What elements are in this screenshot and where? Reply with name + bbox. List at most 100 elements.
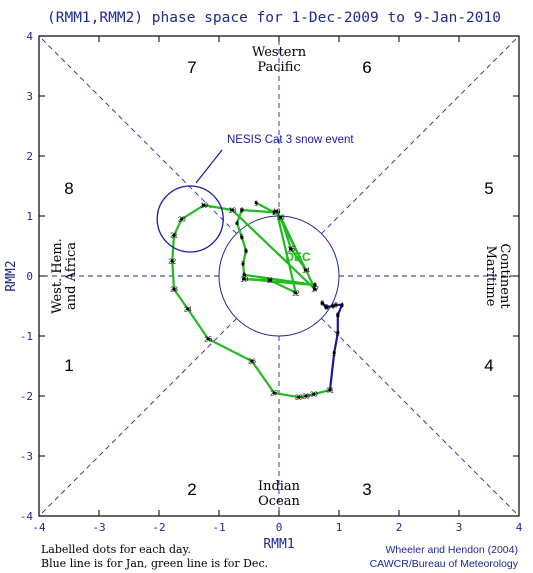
y-tick-label: 2 [26,150,33,163]
region-label-bottom-1: Indian [258,479,301,494]
day-point [325,305,329,309]
day-label: 11 [266,278,273,285]
day-label: 1 [254,200,258,207]
day-point [268,278,272,282]
day-label: 3 [336,313,340,320]
day-label: 6 [244,248,248,255]
day-label: 29 [302,394,310,401]
day-point [336,313,340,317]
day-point [230,208,234,212]
day-point [250,359,254,363]
y-tick-label: -3 [20,450,33,463]
x-axis-label: RMM1 [263,537,294,552]
phase-number-5: 5 [484,179,493,198]
day-label: 23 [170,287,178,294]
region-label-left-2: and Africa [64,242,79,310]
day-label: 19 [200,203,208,210]
day-point [240,235,244,239]
day-label: 8 [242,272,246,279]
phase-number-7: 7 [187,58,196,77]
day-label: 6 [331,304,335,311]
day-label: 25 [204,337,212,344]
day-point [320,301,324,305]
day-point [297,395,301,399]
day-label: 3 [240,208,244,215]
day-label: 18 [228,208,236,215]
region-label-top-2: Pacific [257,60,300,75]
phase-number-4: 4 [484,356,493,375]
day-label: 24 [184,307,192,314]
day-label: 2 [336,331,340,338]
day-label: 16 [277,215,285,222]
day-point [242,277,246,281]
chart-title: (RMM1,RMM2) phase space for 1-Dec-2009 t… [47,10,501,26]
region-label-bottom-2: Ocean [258,494,300,509]
day-label: 8 [320,301,324,308]
day-label: 5 [334,302,338,309]
y-axis-label: RMM2 [4,260,19,291]
dec-series-label: DEC [285,250,311,264]
day-point [332,351,336,355]
day-label: 7 [241,262,245,269]
footer-right-line-2: CAWCR/Bureau of Meteorology [370,558,519,570]
day-point [242,273,246,277]
day-point [272,391,276,395]
day-label: 9 [325,305,329,312]
day-label: 1 [332,350,336,357]
diagonal-line-lower-left [38,318,237,517]
day-label: 9 [313,283,317,290]
day-label: 21 [170,233,178,240]
day-point [240,208,244,212]
day-point [328,388,332,392]
day-point [279,215,283,219]
day-point [312,392,316,396]
x-tick-label: 1 [336,521,343,534]
day-point [235,221,239,225]
day-point [340,303,344,307]
day-point [254,201,258,205]
x-tick-label: -3 [92,521,105,534]
day-point [336,331,340,335]
day-label: 27 [270,391,278,398]
day-point [244,249,248,253]
phase-number-2: 2 [187,480,196,499]
annotation-leader [195,149,223,184]
day-label: 4 [235,221,239,228]
phase-number-3: 3 [362,480,371,499]
day-point [206,337,210,341]
footer-left-line-2: Blue line is for Jan, green line is for … [41,557,268,570]
day-label: 31 [326,388,334,395]
day-point [331,304,335,308]
day-point [275,209,279,213]
day-label: 10 [240,277,248,284]
y-tick-label: -4 [20,510,34,523]
day-label: 20 [178,217,186,224]
y-tick-label: 4 [26,30,33,43]
x-tick-label: 0 [276,521,283,534]
day-label: 30 [310,392,318,399]
region-label-left-1: West. Hem. [50,238,65,314]
y-tick-label: -2 [20,390,33,403]
region-label-right-2: Continent [497,243,512,309]
unit-circle [218,215,340,337]
x-tick-label: -4 [32,521,46,534]
x-tick-label: -2 [152,521,165,534]
day-point [313,287,317,291]
reference-lines [38,35,520,517]
region-label-top-1: Western [252,45,307,60]
day-point [186,307,190,311]
nesis-annotation [156,149,224,253]
day-point [180,217,184,221]
series-line-jan [321,301,344,391]
day-point [313,283,317,287]
annotation-text: NESIS Cat 3 snow event [227,134,354,146]
x-tick-label: 4 [516,521,523,534]
diagonal-line-upper-right [321,35,520,234]
x-tick-label: 2 [396,521,403,534]
day-label: 28 [295,395,303,402]
day-point [170,259,174,263]
day-label: 15 [287,247,295,254]
